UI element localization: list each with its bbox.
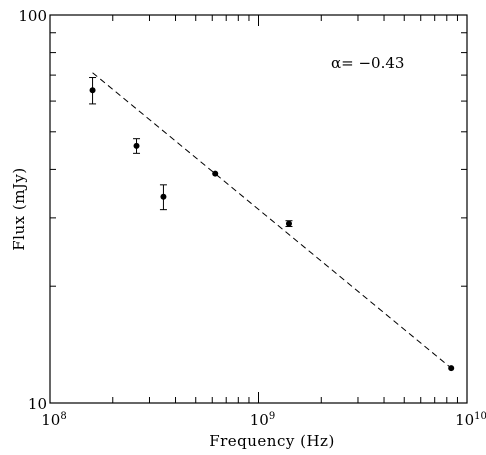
plot-frame (49, 14, 468, 404)
power-law-fit-line (92, 72, 452, 369)
y-tick-label: 100 (18, 7, 47, 25)
y-tick-label: 10 (28, 395, 47, 413)
y-axis-title: Flux (mJy) (10, 167, 28, 251)
data-point (285, 220, 292, 227)
x-tick-label: 108 (41, 411, 66, 429)
data-point (160, 193, 167, 200)
x-tick-label: 1010 (455, 411, 486, 429)
data-point (133, 142, 140, 149)
x-axis-title: Frequency (Hz) (209, 432, 335, 450)
spectral-index-annotation: α= −0.43 (331, 54, 404, 72)
x-tick-label: 109 (250, 411, 275, 429)
data-marks (89, 72, 455, 372)
data-point (89, 87, 96, 94)
